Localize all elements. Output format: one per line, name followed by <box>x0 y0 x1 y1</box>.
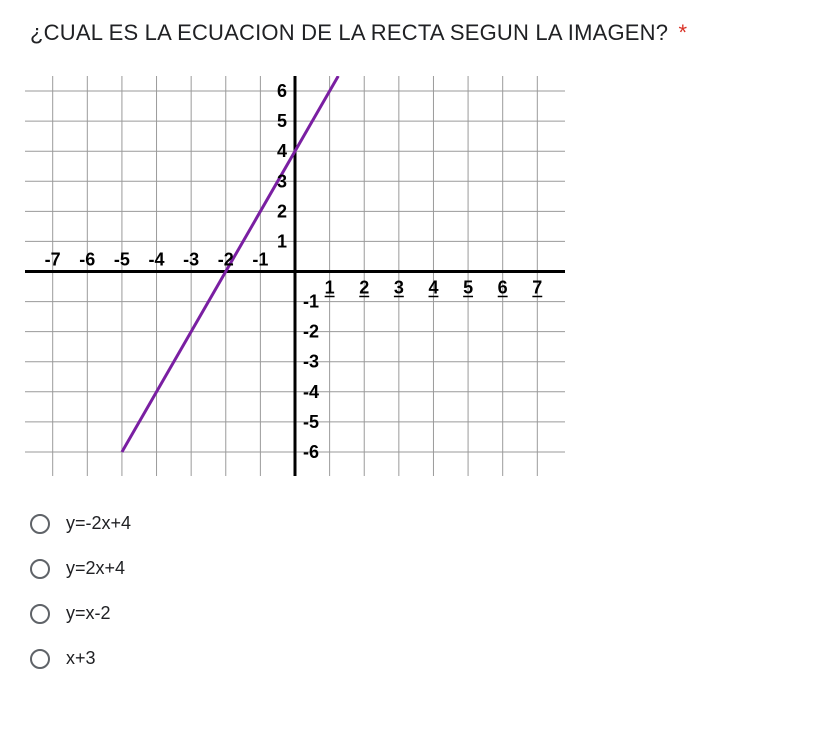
option-item[interactable]: x+3 <box>30 636 786 681</box>
svg-text:-6: -6 <box>79 249 95 269</box>
question-text: ¿CUAL ES LA ECUACION DE LA RECTA SEGUN L… <box>30 20 668 45</box>
svg-text:6: 6 <box>277 81 287 101</box>
svg-text:7: 7 <box>532 277 542 297</box>
option-label: y=2x+4 <box>66 558 125 579</box>
svg-text:5: 5 <box>277 111 287 131</box>
svg-text:-5: -5 <box>303 412 319 432</box>
option-label: x+3 <box>66 648 96 669</box>
svg-text:-7: -7 <box>45 249 61 269</box>
svg-text:3: 3 <box>394 277 404 297</box>
svg-text:-3: -3 <box>303 352 319 372</box>
svg-text:-3: -3 <box>183 249 199 269</box>
svg-text:3: 3 <box>277 171 287 191</box>
radio-icon <box>30 604 50 624</box>
question-title: ¿CUAL ES LA ECUACION DE LA RECTA SEGUN L… <box>30 20 786 46</box>
svg-text:-2: -2 <box>303 322 319 342</box>
svg-text:-4: -4 <box>303 382 319 402</box>
option-label: y=-2x+4 <box>66 513 131 534</box>
svg-text:-1: -1 <box>252 249 268 269</box>
svg-text:-4: -4 <box>149 249 165 269</box>
svg-text:1: 1 <box>277 231 287 251</box>
svg-text:6: 6 <box>498 277 508 297</box>
svg-text:-5: -5 <box>114 249 130 269</box>
svg-text:2: 2 <box>277 201 287 221</box>
radio-icon <box>30 514 50 534</box>
required-asterisk: * <box>679 20 688 45</box>
coordinate-chart: -7 -6 -5 -4 -3 -2 -1 1 2 3 4 5 6 7 -6 -5 -4 -3 -2 -1 1 2 3 4 5 6 <box>25 76 565 476</box>
svg-text:-2: -2 <box>218 249 234 269</box>
svg-text:-6: -6 <box>303 442 319 462</box>
svg-text:2: 2 <box>359 277 369 297</box>
svg-text:5: 5 <box>463 277 473 297</box>
svg-text:1: 1 <box>325 277 335 297</box>
option-item[interactable]: y=x-2 <box>30 591 786 636</box>
option-item[interactable]: y=-2x+4 <box>30 501 786 546</box>
svg-text:4: 4 <box>428 277 438 297</box>
svg-text:-1: -1 <box>303 292 319 312</box>
option-item[interactable]: y=2x+4 <box>30 546 786 591</box>
radio-icon <box>30 559 50 579</box>
options-group: y=-2x+4 y=2x+4 y=x-2 x+3 <box>30 501 786 681</box>
option-label: y=x-2 <box>66 603 111 624</box>
radio-icon <box>30 649 50 669</box>
svg-text:4: 4 <box>277 141 287 161</box>
